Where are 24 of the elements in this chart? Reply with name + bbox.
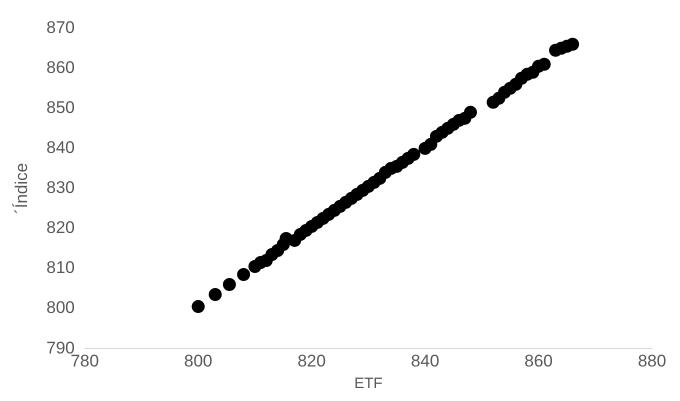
x-tick-label: 880 <box>638 351 666 370</box>
y-tick-label: 860 <box>46 58 75 77</box>
x-tick-label: 860 <box>524 351 553 370</box>
point <box>464 106 477 119</box>
point <box>237 268 250 282</box>
point <box>538 58 551 71</box>
y-tick-label: 840 <box>46 138 75 158</box>
x-tick-label: 820 <box>297 351 326 370</box>
y-tick-label: 810 <box>46 258 75 278</box>
point <box>566 38 580 51</box>
y-tick-label: 870 <box>46 18 75 37</box>
point <box>192 300 205 314</box>
y-axis-title: ´Índice <box>12 162 31 214</box>
x-axis-title: ETF <box>354 375 383 392</box>
point <box>407 148 420 161</box>
y-tick-label: 800 <box>46 298 75 318</box>
y-tick-label: 790 <box>46 338 75 358</box>
x-tick-label: 800 <box>184 351 212 370</box>
y-tick-label: 830 <box>46 178 75 198</box>
x-tick-label: 840 <box>410 351 440 370</box>
point <box>222 278 236 292</box>
y-tick-label: 850 <box>46 98 75 117</box>
y-tick-label: 820 <box>46 218 75 238</box>
point <box>208 288 222 302</box>
